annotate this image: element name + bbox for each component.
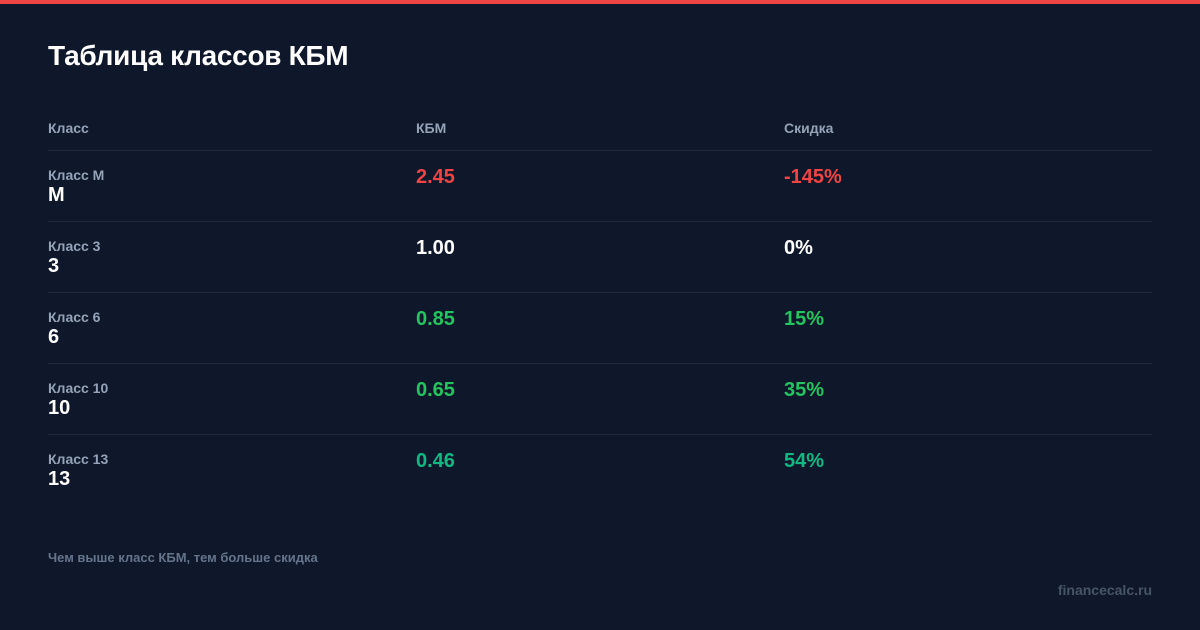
table-row: Класс 10 10 0.65 35% bbox=[48, 364, 1152, 435]
table-row: Класс 13 13 0.46 54% bbox=[48, 435, 1152, 505]
discount-value: 35% bbox=[784, 379, 825, 401]
table-row: Класс М М 2.45 -145% bbox=[48, 151, 1152, 222]
class-value: 3 bbox=[48, 255, 60, 277]
brand-link[interactable]: financecalc.ru bbox=[1057, 582, 1152, 598]
class-value: 6 bbox=[48, 326, 60, 348]
class-label: Класс 10 bbox=[48, 380, 109, 396]
footnote: Чем выше класс КБМ, тем больше скидка bbox=[48, 550, 318, 565]
discount-value: -145% bbox=[784, 166, 842, 188]
class-value: 10 bbox=[48, 397, 71, 419]
kbm-value: 0.85 bbox=[416, 308, 455, 330]
class-label: Класс М bbox=[48, 167, 105, 183]
page-title: Таблица классов КБМ bbox=[48, 40, 349, 71]
class-label: Класс 3 bbox=[48, 238, 101, 254]
header-kbm: КБМ bbox=[416, 120, 447, 136]
table-row: Класс 3 3 1.00 0% bbox=[48, 222, 1152, 293]
kbm-value: 1.00 bbox=[416, 237, 455, 259]
class-label: Класс 13 bbox=[48, 451, 109, 467]
header-class: Класс bbox=[48, 120, 89, 136]
kbm-table: Класс КБМ Скидка Класс М М 2.45 -145% Кл… bbox=[48, 110, 1152, 505]
discount-value: 54% bbox=[784, 450, 825, 472]
table-header-row: Класс КБМ Скидка bbox=[48, 110, 1152, 151]
discount-value: 0% bbox=[784, 237, 813, 259]
class-label: Класс 6 bbox=[48, 309, 101, 325]
kbm-value: 0.65 bbox=[416, 379, 455, 401]
header-discount: Скидка bbox=[784, 120, 834, 136]
class-value: М bbox=[48, 184, 65, 206]
kbm-value: 0.46 bbox=[416, 450, 455, 472]
kbm-value: 2.45 bbox=[416, 166, 455, 188]
class-value: 13 bbox=[48, 468, 71, 490]
top-accent-bar bbox=[0, 0, 1200, 4]
discount-value: 15% bbox=[784, 308, 825, 330]
table-row: Класс 6 6 0.85 15% bbox=[48, 293, 1152, 364]
